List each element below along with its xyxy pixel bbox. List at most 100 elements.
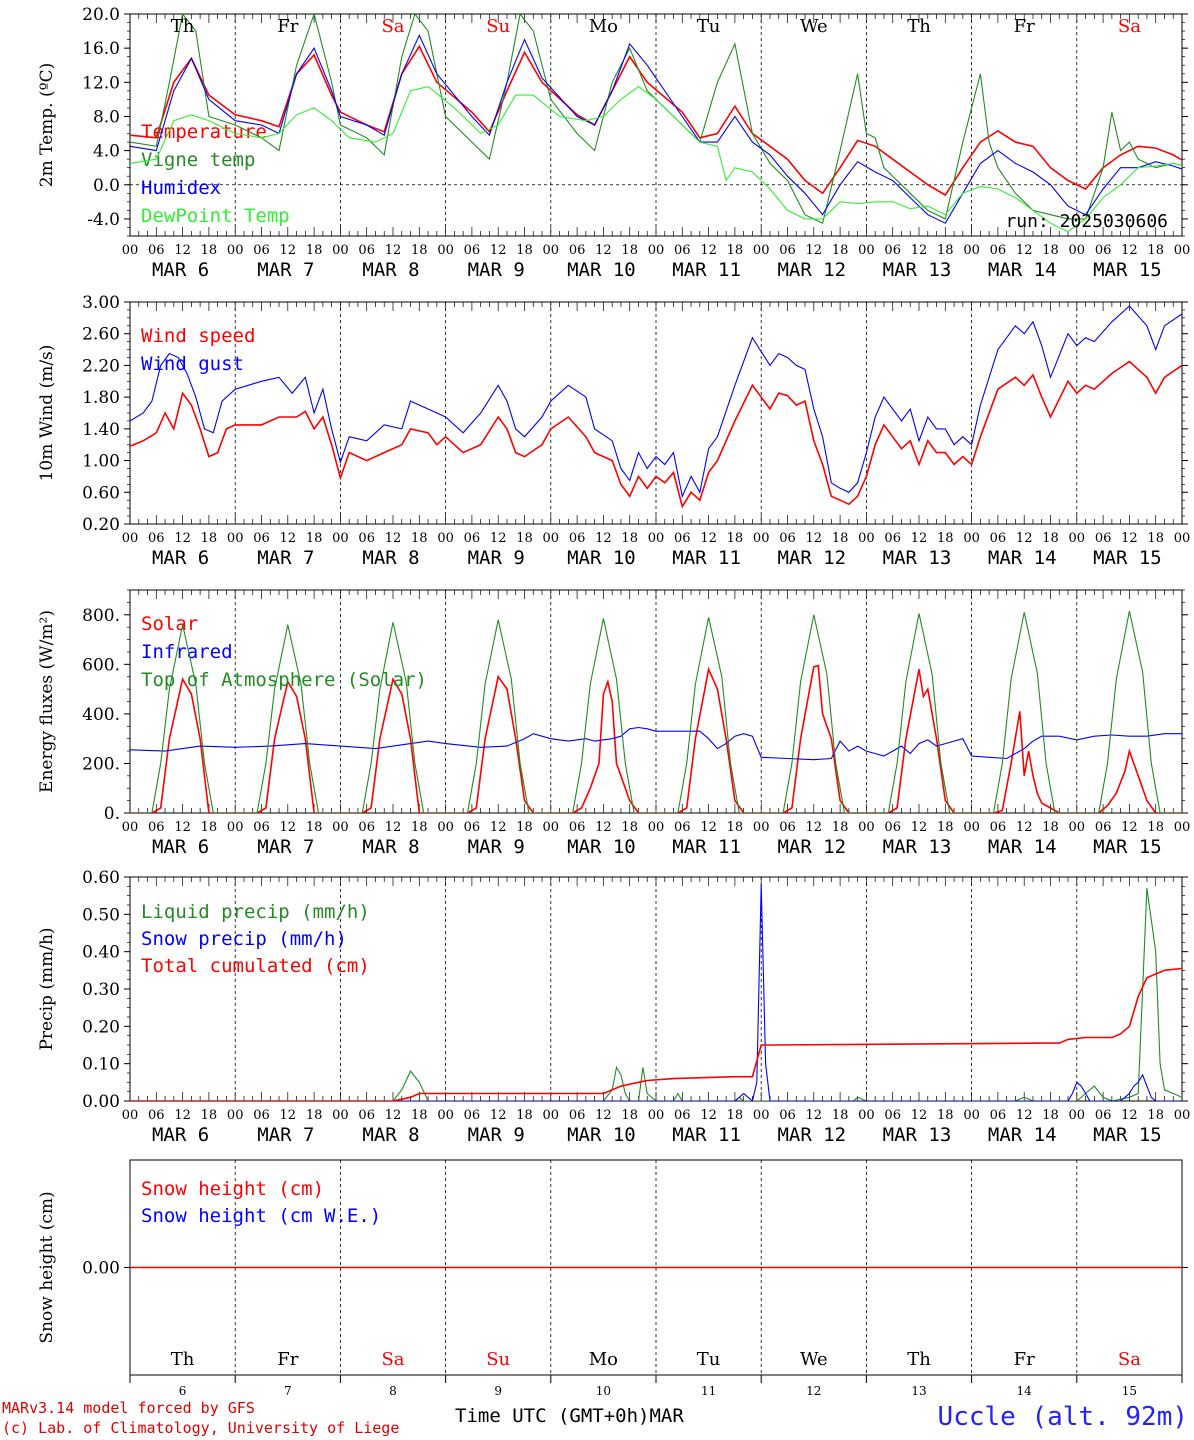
panel2-hour-label: 00 bbox=[1174, 531, 1191, 546]
panel4-hour-label: 12 bbox=[700, 1108, 717, 1123]
day-label-top: Tu bbox=[697, 16, 721, 37]
panel4-hour-label: 18 bbox=[727, 1108, 744, 1123]
panel1-hour-label: 18 bbox=[516, 243, 533, 258]
panel4-hour-label: 06 bbox=[148, 1108, 165, 1123]
panel3-date-label: MAR 6 bbox=[152, 836, 209, 858]
panel3-hour-label: 18 bbox=[516, 820, 533, 835]
panel1-hour-label: 18 bbox=[411, 243, 428, 258]
panel4-hour-label: 00 bbox=[648, 1108, 665, 1123]
day-number-label: 14 bbox=[1017, 1384, 1033, 1398]
panel1-hour-label: 12 bbox=[595, 243, 612, 258]
panel1-hour-label: 18 bbox=[306, 243, 323, 258]
panel3-date-label: MAR 8 bbox=[362, 836, 419, 858]
panel1-hour-label: 12 bbox=[1121, 243, 1138, 258]
panel2-hour-label: 00 bbox=[122, 531, 139, 546]
panel3-hour-label: 00 bbox=[122, 820, 139, 835]
panel1-hour-label: 18 bbox=[621, 243, 638, 258]
panel1-date-label: MAR 10 bbox=[567, 259, 636, 281]
model-credit: MARv3.14 model forced by GFS bbox=[2, 1399, 255, 1417]
panel2-date-label: MAR 8 bbox=[362, 547, 419, 569]
panel1-legend-3: DewPoint Temp bbox=[141, 205, 290, 227]
panel3-hour-label: 06 bbox=[569, 820, 586, 835]
panel1-date-label: MAR 6 bbox=[152, 259, 209, 281]
day-label-top: Su bbox=[486, 16, 510, 37]
day-label-top: Mo bbox=[589, 16, 618, 37]
panel1-hour-label: 00 bbox=[543, 243, 560, 258]
panel2-hour-label: 06 bbox=[779, 531, 796, 546]
panel1-hour-label: 00 bbox=[122, 243, 139, 258]
panel1-hour-label: 18 bbox=[937, 243, 954, 258]
panel2-hour-label: 12 bbox=[595, 531, 612, 546]
panel1-legend-2: Humidex bbox=[141, 177, 221, 199]
panel2-ytick-label: 1.80 bbox=[82, 388, 120, 408]
panel5-ylabel: Snow height (cm) bbox=[37, 1191, 57, 1343]
panel3-ylabel: Energy fluxes (W/m²) bbox=[37, 610, 57, 793]
panel2-date-label: MAR 9 bbox=[468, 547, 525, 569]
panel4-hour-label: 12 bbox=[595, 1108, 612, 1123]
panel2-hour-label: 12 bbox=[490, 531, 507, 546]
panel4-ytick-label: 0.00 bbox=[82, 1092, 120, 1112]
panel4-date-label: MAR 11 bbox=[672, 1124, 741, 1146]
panel2-hour-label: 18 bbox=[937, 531, 954, 546]
panel2-hour-label: 12 bbox=[806, 531, 823, 546]
panel1-top-ticks bbox=[129, 14, 1183, 23]
panel4-date-label: MAR 7 bbox=[257, 1124, 314, 1146]
day-number-label: 7 bbox=[284, 1384, 292, 1398]
panel1-hour-label: 12 bbox=[911, 243, 928, 258]
x-axis-month: MAR bbox=[649, 1405, 684, 1427]
panel3-hour-label: 00 bbox=[1069, 820, 1086, 835]
panel3-hour-label: 12 bbox=[911, 820, 928, 835]
panel1-hour-label: 06 bbox=[569, 243, 586, 258]
panel4-legend-2: Total cumulated (cm) bbox=[141, 955, 370, 977]
panel4-legend-0: Liquid precip (mm/h) bbox=[141, 901, 370, 923]
day-number-label: 11 bbox=[701, 1384, 716, 1398]
panel3-date-label: MAR 14 bbox=[988, 836, 1057, 858]
panel1-series-humidex bbox=[130, 33, 1182, 224]
panel1-hour-label: 12 bbox=[1016, 243, 1033, 258]
panel2-ylabel: 10m Wind (m/s) bbox=[37, 345, 57, 482]
panel3-ytick-label: 400. bbox=[82, 705, 120, 725]
panel1-ytick-label: -4.0 bbox=[87, 210, 120, 230]
panel4-ytick-label: 0.10 bbox=[82, 1055, 120, 1075]
panel4-hour-label: 00 bbox=[437, 1108, 454, 1123]
panel2-hour-label: 12 bbox=[280, 531, 297, 546]
panel4-hour-label: 00 bbox=[227, 1108, 244, 1123]
panel1-hour-label: 18 bbox=[1147, 243, 1164, 258]
day-label-top: We bbox=[800, 16, 828, 37]
panel3-top-ticks bbox=[129, 590, 1183, 599]
panel2-hour-label: 06 bbox=[674, 531, 691, 546]
day-number-label: 12 bbox=[806, 1384, 821, 1398]
panel2-hour-label: 00 bbox=[227, 531, 244, 546]
panel3-hour-label: 06 bbox=[674, 820, 691, 835]
panel4-hour-label: 12 bbox=[806, 1108, 823, 1123]
panel4-hour-label: 06 bbox=[464, 1108, 481, 1123]
panel1-date-label: MAR 13 bbox=[883, 259, 952, 281]
panel1-hour-label: 06 bbox=[358, 243, 375, 258]
panel2-series-wind-speed bbox=[130, 360, 1182, 509]
panel1-date-label: MAR 15 bbox=[1093, 259, 1162, 281]
panel4-hour-label: 12 bbox=[911, 1108, 928, 1123]
panel2-ytick-label: 2.60 bbox=[82, 325, 120, 345]
panel2-ytick-label: 1.40 bbox=[82, 420, 120, 440]
panel1-hour-label: 06 bbox=[779, 243, 796, 258]
day-label-bottom: Tu bbox=[697, 1349, 721, 1370]
panel1-hour-label: 06 bbox=[1095, 243, 1112, 258]
panel4-hour-label: 18 bbox=[1042, 1108, 1059, 1123]
panel4-hour-label: 06 bbox=[779, 1108, 796, 1123]
panel3-hour-label: 06 bbox=[1095, 820, 1112, 835]
panel2-date-label: MAR 15 bbox=[1093, 547, 1162, 569]
panel1-ytick-label: 20.0 bbox=[82, 5, 120, 25]
panel4-hour-label: 00 bbox=[1174, 1108, 1191, 1123]
panel3-date-label: MAR 9 bbox=[468, 836, 525, 858]
panel2-hour-label: 00 bbox=[437, 531, 454, 546]
panel4-date-label: MAR 13 bbox=[883, 1124, 952, 1146]
panel3-hour-label: 18 bbox=[832, 820, 849, 835]
panel2-hour-label: 12 bbox=[1016, 531, 1033, 546]
day-label-bottom: Mo bbox=[589, 1349, 618, 1370]
day-number-label: 13 bbox=[911, 1384, 926, 1398]
panel2-ytick-label: 0.20 bbox=[82, 515, 120, 535]
panel3-bottom-ticks bbox=[129, 804, 1183, 813]
panel2-top-ticks bbox=[129, 302, 1183, 311]
panel4-legend-1: Snow precip (mm/h) bbox=[141, 928, 347, 950]
x-axis-title: Time UTC (GMT+0h)MAR bbox=[455, 1405, 684, 1427]
